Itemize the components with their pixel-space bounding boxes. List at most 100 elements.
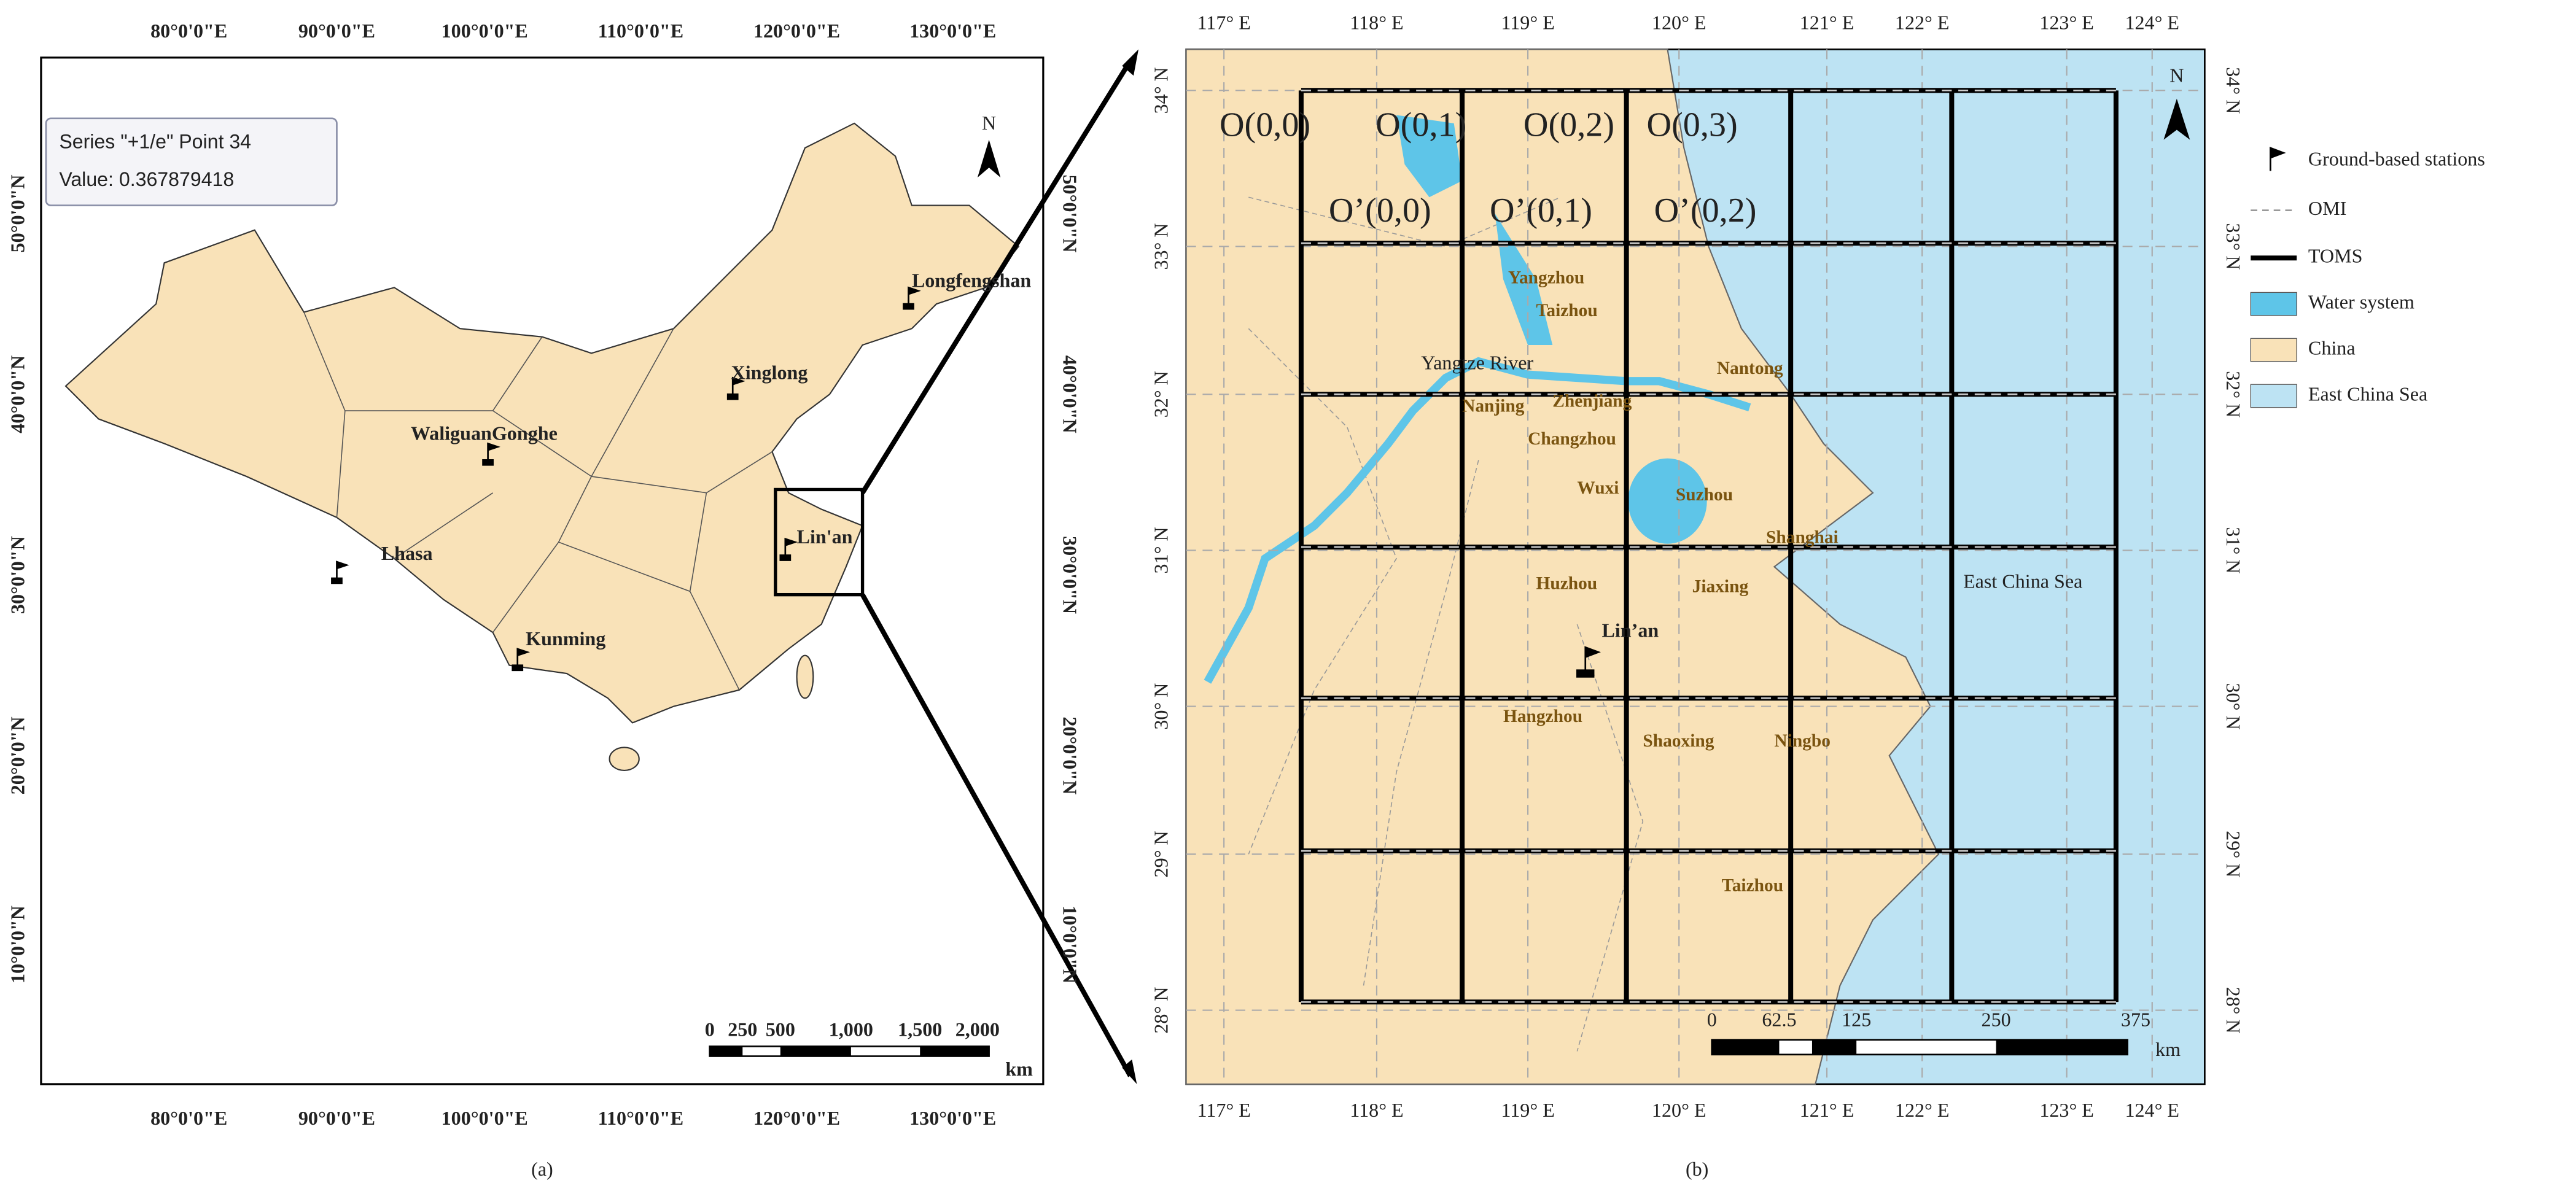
legend-label: East China Sea	[2308, 382, 2427, 405]
lon-label: 130°0'0"E	[909, 20, 996, 42]
lon-label: 120°0'0"E	[753, 20, 840, 42]
lon-label: 90°0'0"E	[298, 1107, 375, 1129]
lat-label: 30° N	[1150, 683, 1172, 730]
hainan	[609, 747, 640, 771]
station-marker	[903, 286, 921, 310]
sea-label: East China Sea	[1963, 570, 2082, 592]
lon-label: 121° E	[1800, 12, 1854, 34]
lat-label: 20°0'0"N	[1059, 716, 1081, 794]
station-marker	[331, 561, 349, 584]
legend-label: TOMS	[2308, 245, 2363, 267]
city-label: Taizhou	[1536, 301, 1597, 320]
city-label: Jiaxing	[1692, 577, 1749, 597]
lat-label: 29° N	[1150, 831, 1172, 877]
lon-label: 124° E	[2125, 12, 2179, 34]
lat-label: 34° N	[1150, 67, 1172, 114]
lon-label: 80°0'0"E	[150, 1107, 227, 1129]
scale-unit: km	[1005, 1058, 1033, 1080]
lon-label: 119° E	[1501, 12, 1554, 34]
lon-label: 90°0'0"E	[298, 20, 375, 42]
scale-label: 0	[1707, 1009, 1717, 1031]
scale-label: 125	[1842, 1009, 1871, 1031]
station-label: Xinglong	[731, 362, 808, 384]
lat-label: 33° N	[1150, 223, 1172, 270]
zoom-arrow	[860, 593, 1133, 1077]
china-outline	[64, 122, 1020, 724]
lon-label: 80°0'0"E	[150, 20, 227, 42]
lon-label: 123° E	[2039, 1099, 2094, 1121]
legend-label: Ground-based stations	[2308, 148, 2485, 170]
zoom-arrow	[860, 60, 1133, 494]
city-label: Ningbo	[1774, 731, 1831, 751]
city-label: Suzhou	[1676, 485, 1733, 505]
lon-label: 122° E	[1895, 1099, 1950, 1121]
lat-label: 28° N	[1150, 987, 1172, 1033]
lon-label: 123° E	[2039, 12, 2094, 34]
lon-label: 100°0'0"E	[442, 20, 528, 42]
lat-label: 28° N	[2222, 987, 2244, 1033]
city-label: Huzhou	[1536, 573, 1597, 593]
lat-label: 30° N	[2222, 683, 2244, 730]
station-marker	[482, 442, 500, 466]
grid	[1186, 49, 2205, 1084]
lon-label: 120° E	[1652, 12, 1706, 34]
lon-label: 119° E	[1501, 1099, 1554, 1121]
scale-label: 62.5	[1762, 1009, 1796, 1031]
lat-label: 32° N	[1150, 371, 1172, 417]
zoom-box	[774, 487, 865, 597]
province-borders	[303, 312, 772, 691]
lat-label: 30°0'0"N	[6, 536, 28, 614]
lon-label: 124° E	[2125, 1099, 2179, 1121]
station-label: Lin’an	[1601, 619, 1659, 642]
north-arrow	[977, 139, 1001, 178]
lon-label: 117° E	[1197, 1099, 1250, 1121]
lon-label: 120°0'0"E	[753, 1107, 840, 1129]
north-arrow	[2163, 98, 2190, 140]
toms-cell-label: O’(0,2)	[1654, 192, 1757, 230]
lakes	[1396, 115, 1553, 346]
city-label: Taizhou	[1722, 876, 1783, 896]
scale-label: 250	[728, 1018, 757, 1041]
lat-label: 33° N	[2222, 223, 2244, 270]
lat-label: 31° N	[2222, 527, 2244, 573]
station-marker	[779, 537, 798, 561]
legend-label: Water system	[2308, 290, 2415, 312]
scale-label: 1,000	[829, 1018, 873, 1041]
north-label: N	[982, 112, 996, 134]
toms-cell-label: O’(0,1)	[1490, 192, 1592, 230]
lake-taihu	[1628, 458, 1707, 544]
legend-water-symbol	[2250, 292, 2297, 316]
scale-label: 250	[1982, 1009, 2011, 1031]
lon-label: 117° E	[1197, 12, 1250, 34]
lon-label: 110°0'0"E	[598, 20, 683, 42]
lon-label: 122° E	[1895, 12, 1950, 34]
lon-label: 118° E	[1350, 12, 1403, 34]
omi-cell-label: O(0,2)	[1523, 106, 1614, 144]
lat-label: 32° N	[2222, 371, 2244, 417]
lat-label: 40°0'0"N	[1059, 355, 1081, 433]
legend-sea-symbol	[2250, 384, 2297, 408]
lat-label: 50°0'0"N	[1059, 175, 1081, 253]
lat-label: 30°0'0"N	[1059, 536, 1081, 614]
lon-label: 110°0'0"E	[598, 1107, 683, 1129]
scale-bar-fill	[1711, 1039, 2128, 1055]
river-label: Yangtze River	[1421, 351, 1533, 373]
lat-label: 10°0'0"N	[1059, 906, 1081, 983]
city-label: Shanghai	[1766, 527, 1839, 547]
arrow-heads	[1122, 49, 1139, 1084]
station-label: Longfengshan	[912, 270, 1032, 292]
scale-bar-fill	[709, 1046, 989, 1057]
lon-label: 130°0'0"E	[909, 1107, 996, 1129]
lat-label: 20°0'0"N	[6, 716, 28, 794]
scale-label: 500	[766, 1018, 795, 1041]
omi-cell-label: O(0,1)	[1376, 106, 1466, 144]
lat-label: 31° N	[1150, 527, 1172, 573]
lon-label: 120° E	[1652, 1099, 1706, 1121]
lat-label: 40°0'0"N	[6, 355, 28, 433]
city-label: Nanjing	[1462, 396, 1525, 416]
caption: (b)	[1686, 1158, 1708, 1180]
lat-label: 29° N	[2222, 831, 2244, 877]
lat-label: 34° N	[2222, 67, 2244, 114]
north-label: N	[2169, 64, 2184, 86]
